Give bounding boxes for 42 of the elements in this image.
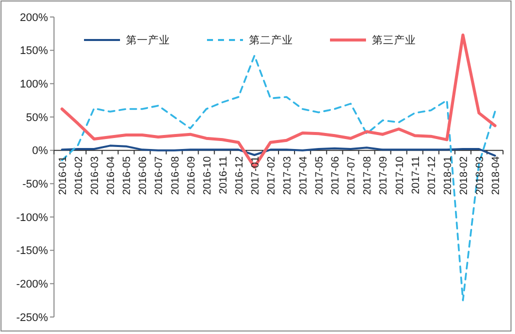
y-tick-label: 100%: [20, 78, 48, 91]
x-tick-label: 2017-03: [282, 156, 294, 195]
x-tick-label: 2017-11: [410, 156, 422, 194]
x-tick-label: 2016-02: [73, 156, 86, 195]
x-tick-label: 2016-07: [153, 156, 166, 195]
legend-label: 第二产业: [249, 34, 293, 47]
x-tick-label: 2016-04: [105, 156, 118, 195]
x-tick-label: 2016-06: [137, 156, 150, 195]
x-tick-label: 2017-07: [346, 156, 358, 195]
x-tick-label: 2017-09: [378, 156, 390, 195]
y-tick-label: 200%: [20, 12, 48, 24]
x-tick-label: 2016-01: [57, 156, 69, 195]
y-tick-label: -100%: [16, 212, 48, 224]
y-tick-label: -250%: [16, 312, 48, 324]
x-tick-label: 2018-03: [474, 156, 486, 195]
x-tick-label: 2017-02: [265, 156, 278, 195]
x-tick-label: 2017-08: [362, 156, 374, 195]
y-tick-label: 50%: [26, 112, 48, 124]
x-tick-label: 2017-01: [249, 156, 262, 195]
x-tick-label: 2018-04: [490, 156, 502, 195]
x-tick-label: 2016-08: [169, 156, 182, 195]
y-tick-label: 0%: [32, 145, 48, 158]
x-tick-label: 2017-10: [394, 156, 406, 195]
x-tick-label: 2016-10: [201, 156, 214, 195]
line-series: [61, 144, 496, 157]
y-tick-label: -200%: [16, 278, 48, 291]
legend-label: 第三产业: [372, 34, 416, 47]
x-tick-label: 2018-02: [458, 156, 470, 195]
y-tick-label: 150%: [20, 45, 48, 58]
x-tick-label: 2017-06: [330, 156, 342, 195]
x-tick-label: 2016-03: [89, 156, 102, 195]
y-tick-label: -150%: [16, 245, 48, 258]
x-tick-label: 2018-01: [442, 156, 454, 195]
x-tick-label: 2017-05: [314, 156, 326, 195]
x-tick-label: 2016-11: [217, 156, 230, 194]
x-tick-label: 2016-09: [185, 156, 198, 195]
y-tick-label: -50%: [22, 178, 48, 191]
legend-label: 第一产业: [126, 34, 170, 47]
x-tick-label: 2016-05: [121, 156, 134, 195]
x-tick-label: 2016-12: [233, 156, 246, 195]
x-tick-label: 2017-12: [426, 156, 438, 195]
x-tick-label: 2017-04: [298, 156, 310, 195]
